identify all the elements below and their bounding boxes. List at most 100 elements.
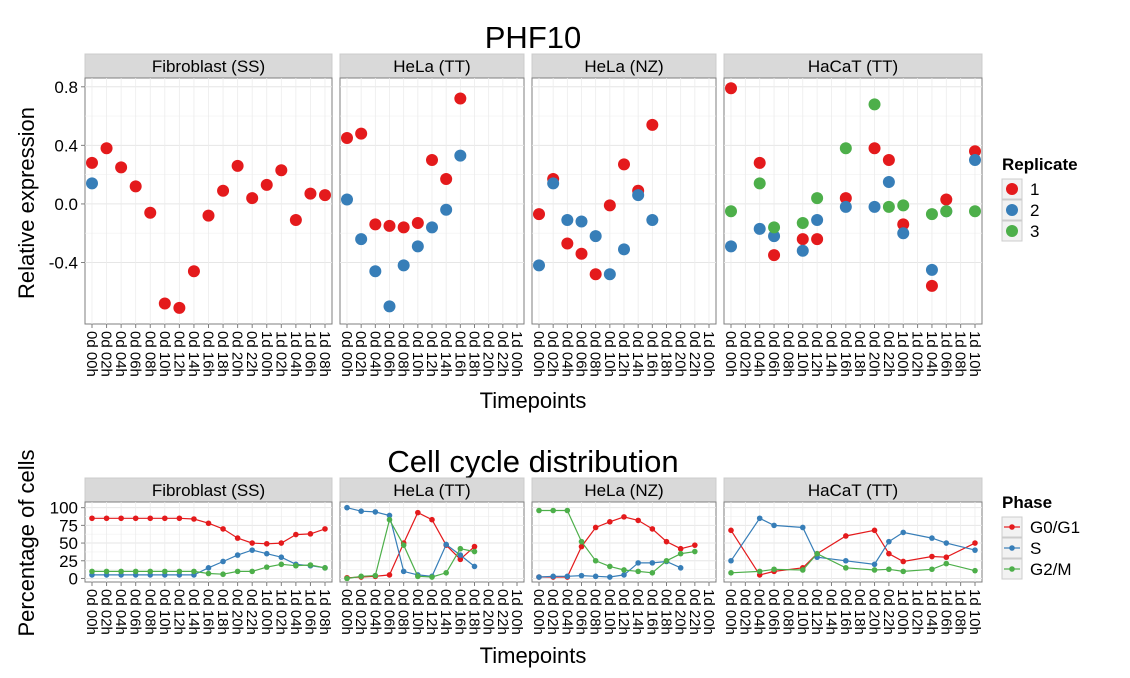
top-panel-fibroblast-ss-series-1-point [217,184,230,197]
top-panel-hacat-tt-series-3-point [811,192,824,205]
bottom-panel-fibroblast-ss-xtick-label: 0d 08h [141,589,158,635]
top-panel-hacat-tt-xtick-label: 0d 22h [880,331,897,377]
top-panel-fibroblast-ss-xtick-label: 0d 16h [200,331,217,377]
top-panel-hacat-tt-xtick-label: 1d 08h [952,331,969,377]
top-panel-hacat-tt-series-3-point [725,205,737,218]
bottom-panel-hela-tt-series-g0-g1-point [386,572,393,578]
bottom-panel-hela-nz-xtick-label: 0d 20h [672,589,689,635]
bottom-panel-hacat-tt-series-g2-m-point [843,565,849,571]
top-panel-hela-tt-series-2-point [397,259,410,272]
bottom-panel-fibroblast-ss-series-g2-m-point [205,570,212,577]
top-panel-hela-tt-series-2-point [369,265,382,278]
bottom-panel-hela-tt-xtick-label: 0d 12h [423,589,440,635]
top-panel-hacat-tt-series-2-point [768,230,781,243]
top-panel-fibroblast-ss-xtick-label: 1d 04h [287,331,304,377]
phase-legend-label: S [1030,539,1041,558]
bottom-panel-fibroblast-ss-xtick-label: 0d 20h [229,589,246,635]
bottom-panel-hela-tt-series-g2-m-point [443,569,449,576]
top-ytick-label: 0.0 [54,195,78,214]
phase-legend: Phase G0/G1 S G2/M [1001,493,1080,580]
top-panel-hacat-tt-series-2-point [897,227,910,240]
top-panel-hela-nz-series-2-point [589,230,602,243]
top-panel-hacat-tt-xtick-label: 0d 18h [851,331,868,377]
top-panel-hela-nz-xtick-label: 0d 20h [672,331,689,377]
top-panel-hela-nz-series-2-point [533,259,545,272]
bottom-ytick-label: 50 [59,534,78,553]
bottom-panel-hacat-tt-series-s-point [900,529,907,536]
bottom-panel-fibroblast-ss-series-s-point [249,547,255,553]
bottom-panel-hela-nz-series-s-point [607,574,613,580]
phase-legend-entry-g0-g1: G0/G1 [1001,516,1080,538]
bottom-panel-hacat-tt-series-s-point [871,561,878,568]
top-panel-hacat-tt-series-3-point [796,216,809,229]
bottom-panel-hela-tt-series-g2-m-line [346,518,475,580]
top-chart-xlabel: Timepoints [480,388,587,413]
bottom-panel-fibroblast-ss-series-g0-g1-point [307,531,314,537]
top-panel-fibroblast-ss-xtick-label: 1d 06h [301,331,318,377]
bottom-panel-fibroblast-ss-xtick-label: 0d 02h [98,589,115,635]
bottom-panel-hacat-tt-xtick-label: 0d 22h [880,589,897,635]
top-panel-fibroblast-ss-series-1-point [100,142,113,155]
top-panel-hacat-tt-xtick-label: 1d 02h [909,331,926,377]
top-panel-hacat-tt-xtick-label: 1d 00h [894,331,911,377]
bottom-panel-hela-tt-series-s-line [346,507,475,577]
top-panel-fibroblast-ss-strip-label: Fibroblast (SS) [152,57,265,76]
bottom-panel-hacat-tt-xtick-label: 0d 18h [851,589,868,635]
bottom-panel-hela-tt-series-s-point [386,512,393,519]
bottom-panel-hela-nz-series-g2-m-point [550,507,556,514]
top-panel-fibroblast-ss-xtick-label: 0d 14h [185,331,202,377]
top-panel-hacat-tt-series-3-point [969,205,981,218]
bottom-panel-hacat-tt-series-g0-g1-point [943,554,950,561]
top-panel-hacat-tt-series-2-point [925,263,938,276]
bottom-panel-hela-nz-series-g0-g1-point [635,517,641,524]
phase-legend-label: G0/G1 [1030,518,1080,537]
top-panel-fibroblast-ss-xtick-label: 1d 00h [258,331,275,377]
bottom-panel-hacat-tt-xtick-label: 0d 08h [779,589,796,635]
bottom-panel-hacat-tt-series-s-point [756,515,763,522]
bottom-panel-hela-nz-series-s-point [550,573,556,580]
top-panel-hacat-tt-series-2-point [882,175,895,188]
top-panel-hela-tt-series-2-point [383,300,396,313]
bottom-panel-fibroblast-ss-xtick-label: 1d 00h [258,589,275,635]
top-panel-fibroblast-ss-xtick-label: 0d 08h [141,331,158,377]
top-panel-hela-tt-xtick-label: 0d 04h [366,331,383,377]
top-panel-hacat-tt-series-2-point [969,154,981,166]
top-panel-hela-nz-xtick-label: 0d 10h [601,331,618,377]
bottom-panel-hacat-tt-series-g2-m-point [943,560,950,567]
top-chart-ylabel: Relative expression [14,107,39,299]
top-panel-hela-nz-xtick-label: 0d 02h [544,331,561,377]
bottom-panel-hela-nz-series-s-point [592,573,599,580]
bottom-panel-fibroblast-ss-series-g2-m-point [147,568,154,575]
top-panel-hela-nz-xtick-label: 1d 00h [700,331,717,377]
bottom-panel-hacat-tt-series-g2-m-point [771,566,777,573]
bottom-panel-fibroblast-ss-series-g0-g1-point [103,515,110,522]
bottom-panel-hela-nz-series-g2-m-point [692,548,698,555]
top-panel-hacat-tt-xtick-label: 1d 06h [937,331,954,377]
bottom-panel-fibroblast-ss-series-g0-g1-point [176,515,183,522]
bottom-panel-hela-tt-series-g2-m-point [429,574,435,580]
top-panel-hacat-tt-xtick-label: 1d 04h [923,331,940,377]
phase-legend-label: G2/M [1030,560,1072,579]
bottom-panel-hela-nz-series-s-point [536,574,542,580]
top-panel-fibroblast-ss-series-2-point [86,177,98,190]
top-panel-hacat-tt-series-1-point [925,279,938,292]
top-panel-fibroblast-ss-series-1-point [260,178,273,191]
top-panel-hela-tt-xtick-label: 0d 02h [352,331,369,377]
top-panel-hela-tt-xtick-label: 0d 22h [494,331,511,377]
bottom-panel-hela-tt-series-g0-g1-point [415,509,421,516]
bottom-panel-fibroblast-ss-series-g0-g1-point [220,526,226,532]
bottom-panel-fibroblast-ss-series-g2-m-point [278,561,285,568]
top-panel-hela-tt-strip [339,53,525,79]
top-panel-hacat-tt-xtick-label: 0d 12h [808,331,825,377]
replicate-legend-marker [1006,225,1018,237]
top-panel-hela-tt-xtick-label: 1d 00h [508,331,525,377]
bottom-panel-fibroblast-ss-series-g2-m-point [132,568,139,575]
bottom-panel-hela-tt-series-g0-g1-point [471,543,478,550]
bottom-panel-fibroblast-ss-series-g0-g1-point [293,531,299,538]
bottom-panel-hacat-tt-series-g2-m-point [814,550,820,557]
